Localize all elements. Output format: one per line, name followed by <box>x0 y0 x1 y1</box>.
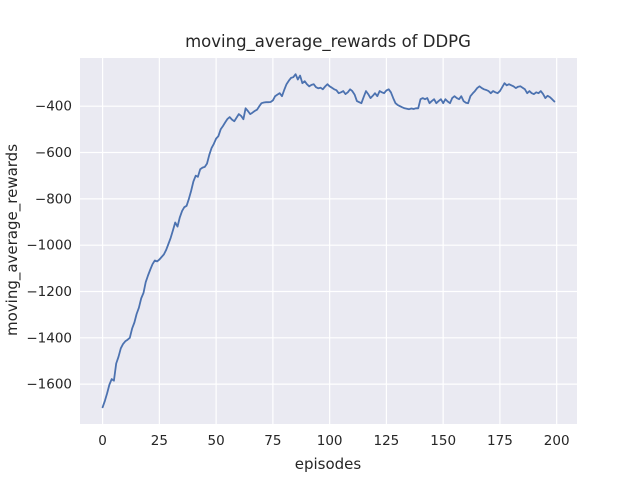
x-tick-label: 75 <box>264 433 281 449</box>
x-tick-label: 200 <box>544 433 570 449</box>
x-tick-label: 175 <box>487 433 513 449</box>
y-tick-labels: −400 −600 −800 −1000 −1200 −1400 −1600 <box>26 99 72 393</box>
x-tick-label: 0 <box>98 433 107 449</box>
x-tick-label: 50 <box>208 433 225 449</box>
reward-line <box>101 73 556 409</box>
gridlines <box>80 58 577 424</box>
x-tick-labels: 0 25 50 75 100 125 150 175 200 <box>98 433 569 449</box>
data-series-group <box>101 73 556 409</box>
plot-area <box>80 58 577 424</box>
y-tick-label: −1400 <box>26 330 72 346</box>
y-tick-label: −1200 <box>26 284 72 300</box>
y-tick-label: −400 <box>35 99 72 115</box>
x-axis-label: episodes <box>295 455 362 473</box>
y-tick-label: −600 <box>35 145 72 161</box>
y-tick-label: −800 <box>35 191 72 207</box>
chart-title: moving_average_rewards of DDPG <box>185 32 471 52</box>
x-tick-label: 150 <box>430 433 456 449</box>
x-tick-label: 25 <box>151 433 168 449</box>
y-tick-label: −1600 <box>26 377 72 393</box>
x-tick-label: 125 <box>374 433 400 449</box>
y-tick-label: −1000 <box>26 238 72 254</box>
x-tick-label: 100 <box>317 433 343 449</box>
y-axis-label: moving_average_rewards <box>3 144 22 336</box>
